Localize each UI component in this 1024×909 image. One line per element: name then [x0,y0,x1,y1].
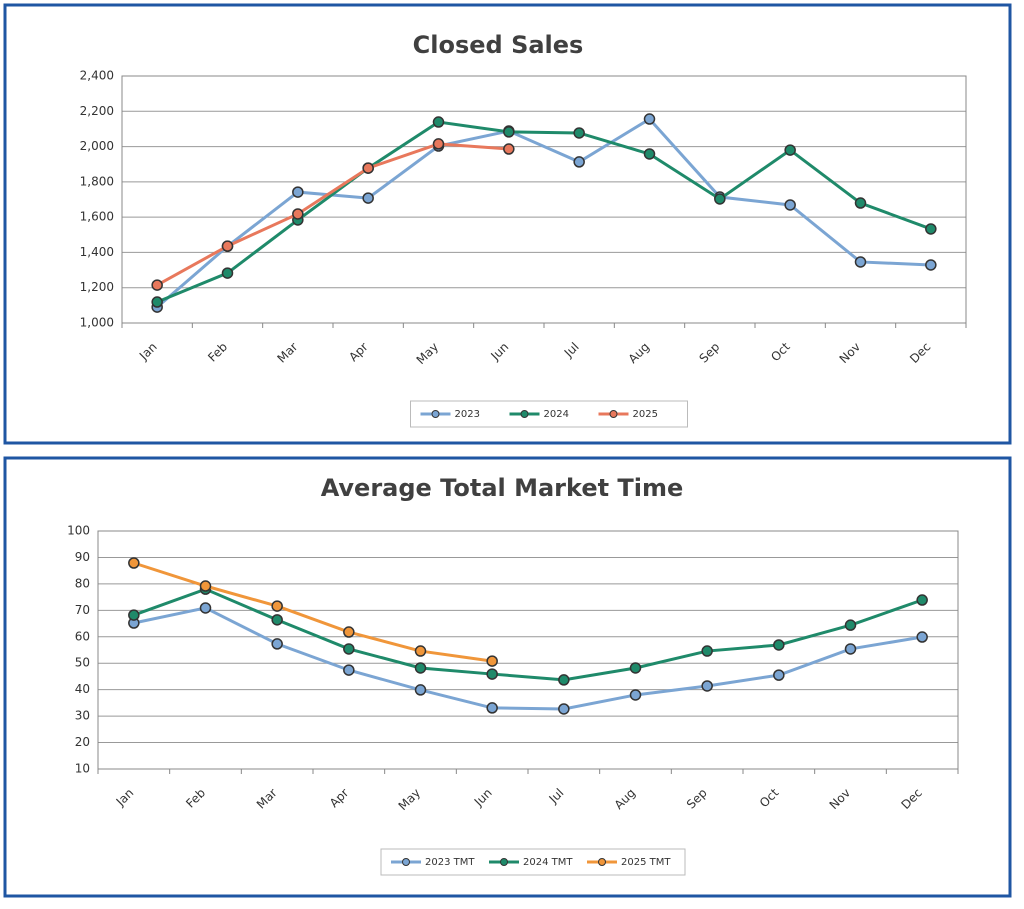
data-point [199,580,212,592]
legend-marker [431,410,440,418]
data-point [629,689,642,701]
data-point [844,643,857,655]
legend-marker [402,858,410,866]
y-tick-label: 2,200 [80,104,114,118]
legend-label: 2023 TMT [425,857,475,868]
data-point [573,127,585,139]
data-point [573,156,585,168]
series-line [133,561,493,663]
series-line [133,587,923,682]
series-line [156,142,509,287]
chart-title: Closed Sales [413,31,584,59]
data-point [151,296,163,308]
legend-marker [609,410,618,418]
y-tick-label: 100 [67,524,90,538]
data-point [643,113,656,125]
data-point [343,643,355,655]
data-point [414,662,427,674]
panel [3,3,1012,445]
chart-title: Average Total Market Time [321,474,684,502]
data-point [558,674,570,686]
data-point [199,602,212,614]
data-point [271,638,283,650]
y-tick-label: 90 [75,550,90,564]
data-point [271,614,283,626]
data-point [292,186,304,198]
data-point [151,279,163,291]
data-point [343,664,355,676]
data-point [854,256,867,268]
data-point [414,684,427,696]
y-tick-label: 30 [75,709,90,723]
y-tick-label: 1,800 [80,174,114,188]
data-point [362,162,374,174]
y-tick-label: 10 [75,762,90,776]
panel [3,456,1012,898]
y-tick-label: 80 [75,576,90,590]
data-point [714,193,726,205]
data-point [128,557,140,569]
data-point [701,645,713,657]
data-point [773,639,785,651]
data-point [629,662,642,674]
y-tick-label: 20 [75,735,90,749]
data-point [503,126,515,138]
legend-label: 2024 [544,409,569,420]
legend-label: 2024 TMT [523,857,573,868]
data-point [784,199,796,211]
data-point [925,259,937,271]
data-point [486,702,498,714]
y-tick-label: 1,000 [80,316,114,330]
series-line [133,606,923,711]
y-tick-label: 40 [75,682,90,696]
data-point [343,626,355,638]
data-point [701,680,713,692]
data-point [844,619,857,631]
legend-label: 2023 [455,409,480,420]
data-point [503,143,515,155]
data-point [432,116,445,128]
data-point [271,600,283,612]
legend-label: 2025 [633,409,658,420]
data-point [292,208,304,220]
series-line [156,117,931,309]
y-tick-label: 2,400 [80,69,114,83]
data-point [784,144,796,156]
legend-label: 2025 TMT [621,857,671,868]
data-point [486,668,498,680]
data-point [221,240,234,252]
legend-box [410,400,688,428]
legend-box [380,848,686,876]
data-point [558,703,570,715]
data-point [854,197,867,209]
data-point [221,267,234,279]
data-point [925,223,937,235]
legend-marker [598,858,606,866]
series-line [156,120,932,304]
data-point [916,594,928,606]
data-point [643,148,656,160]
legend-marker [520,410,529,418]
y-tick-label: 2,000 [80,139,114,153]
data-point [414,645,427,657]
data-point [432,138,445,150]
data-point [773,669,785,681]
legend-marker [500,858,508,866]
y-tick-label: 50 [75,656,90,670]
data-point [916,631,928,643]
data-point [128,609,140,621]
y-tick-label: 1,600 [80,210,114,224]
y-tick-label: 60 [75,629,90,643]
data-point [362,192,374,204]
y-tick-label: 70 [75,603,90,617]
y-tick-label: 1,400 [80,245,114,259]
y-tick-label: 1,200 [80,280,114,294]
data-point [486,655,498,667]
